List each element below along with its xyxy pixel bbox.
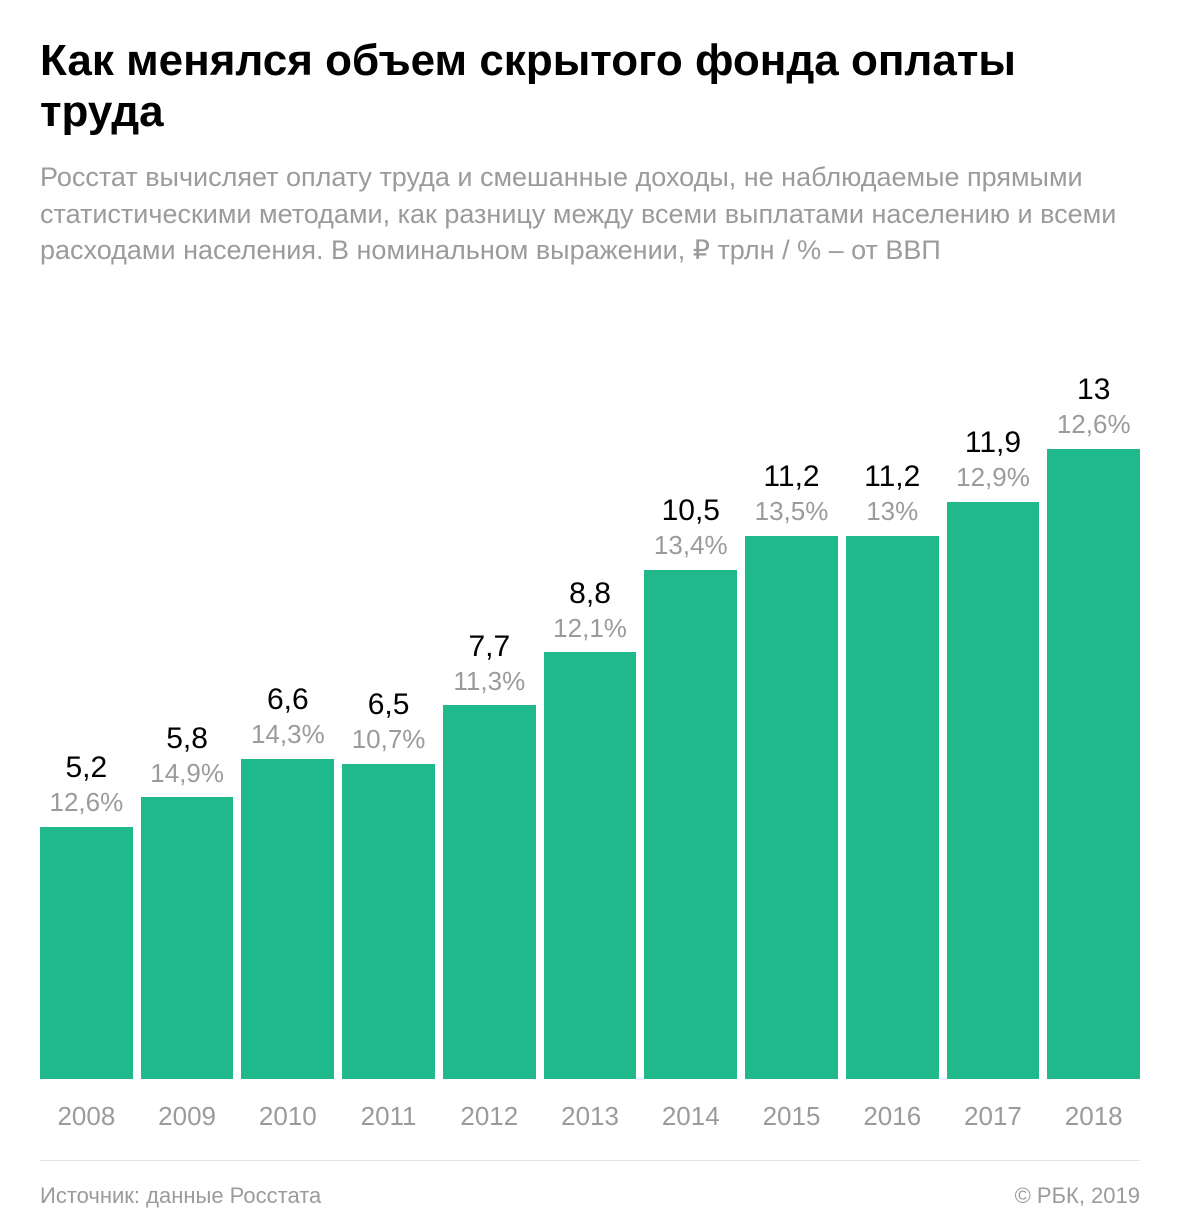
bar-column: 1312,6%: [1047, 299, 1140, 1079]
bar-percent-label: 11,3%: [453, 665, 525, 698]
bar-value-label: 10,5: [654, 493, 728, 529]
bar: [745, 536, 838, 1079]
bar: [443, 705, 536, 1078]
bar-labels: 11,213,5%: [755, 459, 829, 528]
copyright-label: © РБК, 2019: [1015, 1183, 1140, 1209]
bar-value-label: 6,5: [352, 687, 426, 723]
bar-chart: 5,212,6%5,814,9%6,614,3%6,510,7%7,711,3%…: [40, 299, 1140, 1132]
bar-value-label: 5,8: [150, 721, 224, 757]
bar-labels: 1312,6%: [1057, 372, 1131, 441]
x-axis-label: 2008: [40, 1101, 133, 1132]
bar-percent-label: 12,9%: [956, 461, 1030, 494]
bar-labels: 11,213%: [864, 459, 920, 528]
x-axis-label: 2013: [544, 1101, 637, 1132]
bar: [1047, 449, 1140, 1079]
x-axis-label: 2017: [947, 1101, 1040, 1132]
bar-value-label: 11,2: [864, 459, 920, 495]
chart-description: Росстат вычисляет оплату труда и смешанн…: [40, 159, 1140, 268]
bar-percent-label: 13,4%: [654, 529, 728, 562]
bar-value-label: 11,9: [956, 425, 1030, 461]
x-axis-label: 2015: [745, 1101, 838, 1132]
bar: [644, 570, 737, 1079]
bar-labels: 6,510,7%: [352, 687, 426, 756]
bar: [141, 797, 234, 1078]
x-axis-label: 2014: [644, 1101, 737, 1132]
source-label: Источник: данные Росстата: [40, 1183, 321, 1209]
bar: [947, 502, 1040, 1079]
bar-percent-label: 12,1%: [553, 612, 627, 645]
x-axis-label: 2012: [443, 1101, 536, 1132]
x-axis-label: 2018: [1047, 1101, 1140, 1132]
bar-column: 8,812,1%: [544, 299, 637, 1079]
bar-percent-label: 10,7%: [352, 723, 426, 756]
bar-value-label: 5,2: [50, 750, 124, 786]
x-axis-label: 2009: [141, 1101, 234, 1132]
bar-column: 11,912,9%: [947, 299, 1040, 1079]
bar-value-label: 7,7: [453, 629, 525, 665]
bar-labels: 5,212,6%: [50, 750, 124, 819]
chart-footer: Источник: данные Росстата © РБК, 2019: [40, 1160, 1140, 1209]
bar-percent-label: 14,9%: [150, 757, 224, 790]
bar: [241, 759, 334, 1079]
bar-column: 10,513,4%: [644, 299, 737, 1079]
bar-labels: 7,711,3%: [453, 629, 525, 698]
bar: [342, 764, 435, 1079]
bar-column: 7,711,3%: [443, 299, 536, 1079]
bar-percent-label: 12,6%: [50, 786, 124, 819]
bar-percent-label: 13,5%: [755, 495, 829, 528]
bar-percent-label: 12,6%: [1057, 408, 1131, 441]
bars-container: 5,212,6%5,814,9%6,614,3%6,510,7%7,711,3%…: [40, 299, 1140, 1079]
x-axis-label: 2016: [846, 1101, 939, 1132]
bar-column: 11,213%: [846, 299, 939, 1079]
x-axis-label: 2011: [342, 1101, 435, 1132]
bar-labels: 5,814,9%: [150, 721, 224, 790]
bar-value-label: 6,6: [251, 682, 325, 718]
bar-labels: 10,513,4%: [654, 493, 728, 562]
bar-labels: 11,912,9%: [956, 425, 1030, 494]
bar-percent-label: 13%: [864, 495, 920, 528]
bar-value-label: 11,2: [755, 459, 829, 495]
bar-column: 11,213,5%: [745, 299, 838, 1079]
bar-column: 6,510,7%: [342, 299, 435, 1079]
bar-value-label: 8,8: [553, 576, 627, 612]
bar: [544, 652, 637, 1078]
bar-percent-label: 14,3%: [251, 718, 325, 751]
bar: [846, 536, 939, 1079]
bar-column: 5,814,9%: [141, 299, 234, 1079]
bar-column: 5,212,6%: [40, 299, 133, 1079]
bar: [40, 827, 133, 1079]
bar-column: 6,614,3%: [241, 299, 334, 1079]
x-axis-label: 2010: [241, 1101, 334, 1132]
bar-labels: 8,812,1%: [553, 576, 627, 645]
x-axis: 2008200920102011201220132014201520162017…: [40, 1101, 1140, 1132]
bar-labels: 6,614,3%: [251, 682, 325, 751]
bar-value-label: 13: [1057, 372, 1131, 408]
chart-title: Как менялся объем скрытого фонда оплаты …: [40, 36, 1140, 137]
